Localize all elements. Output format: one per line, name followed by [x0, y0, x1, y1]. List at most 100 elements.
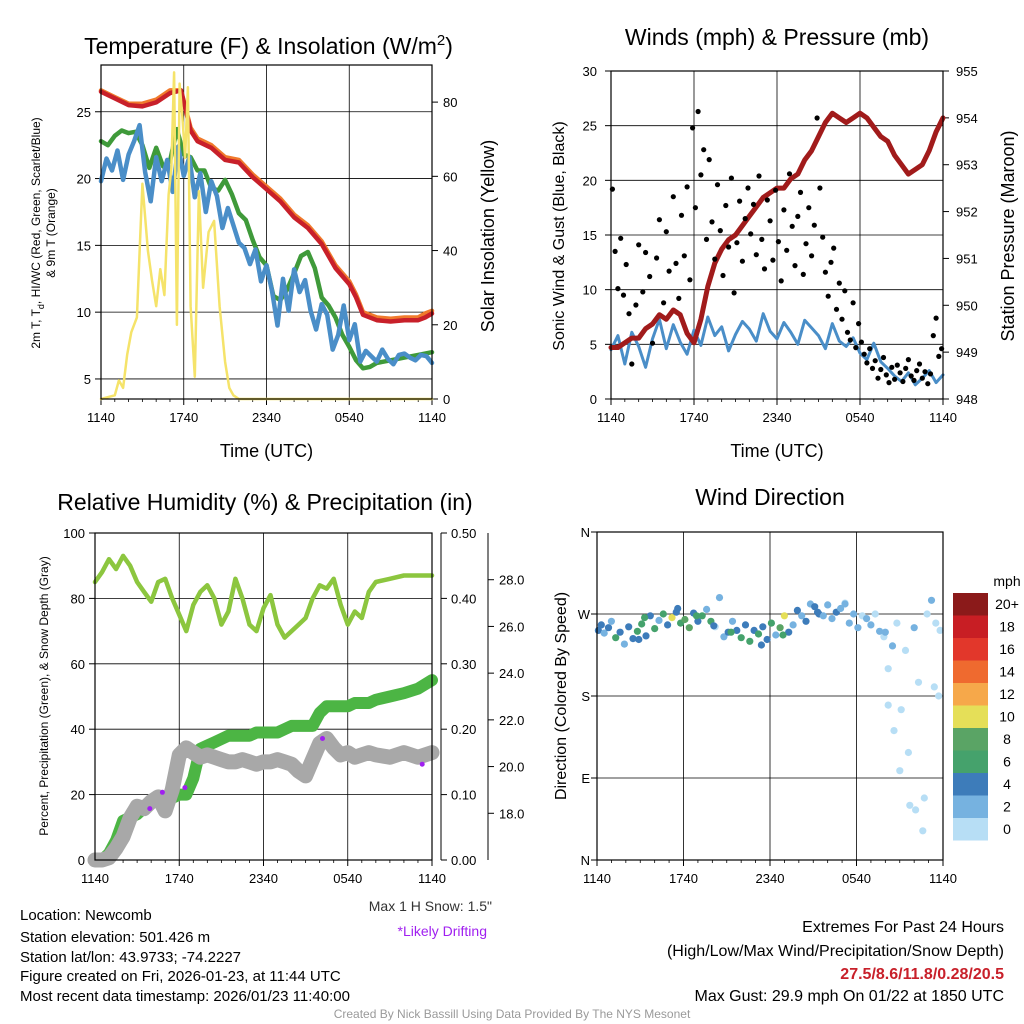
colorbar-label: 12 [999, 686, 1015, 702]
direction-point [694, 617, 702, 625]
direction-point [904, 748, 913, 757]
rh-y-tick-label: 20 [71, 788, 85, 803]
gust-point [844, 329, 851, 335]
snow-y-tick-label: 20.0 [499, 760, 524, 775]
gust-point [927, 371, 934, 377]
gust-point [872, 358, 878, 364]
direction-point [655, 616, 663, 625]
gust-point [739, 258, 746, 264]
direction-point [927, 596, 936, 604]
insolation-y-tick-label: 40 [443, 244, 457, 259]
direction-point [728, 617, 737, 625]
gust-point [629, 361, 635, 367]
direction-y-axis-label: Direction (Colored By Speed) [553, 592, 570, 800]
gust-point [903, 365, 909, 371]
gust-point [649, 340, 656, 346]
temp-x-tick-label: 2340 [252, 410, 281, 425]
gust-point [831, 245, 837, 251]
gust-point [692, 205, 699, 211]
snow-y-tick-label: 26.0 [499, 619, 524, 634]
precip-y-tick-label: 0.40 [451, 591, 476, 606]
colorbar-label: 16 [999, 641, 1015, 657]
colorbar-swatch [953, 750, 988, 773]
colorbar-label: 2 [1003, 799, 1011, 815]
direction-point [798, 612, 806, 620]
gust-point [919, 375, 925, 381]
gust-point [661, 300, 667, 306]
pressure-y-tick-label: 950 [956, 298, 978, 313]
direction-point [741, 621, 750, 629]
gust-point [640, 289, 646, 295]
wind-x-axis-label: Time (UTC) [730, 441, 823, 461]
gust-point [811, 222, 817, 228]
colorbar-label: 4 [1003, 776, 1011, 792]
direction-plot-frame [596, 531, 944, 861]
wind-x-tick-label: 1740 [680, 410, 709, 425]
rh-chart-title: Relative Humidity (%) & Precipitation (i… [57, 489, 472, 515]
wind-x-tick-label: 1140 [929, 410, 957, 425]
direction-y-tick-label: N [581, 853, 590, 868]
gust-point [908, 373, 914, 379]
direction-point [633, 627, 642, 635]
direction-point [692, 612, 701, 620]
series-dewpoint [98, 126, 435, 371]
rh-y-tick-label: 100 [63, 526, 85, 541]
direction-point [733, 626, 741, 635]
gust-point [709, 219, 715, 225]
temp-x-axis-label: Time (UTC) [220, 441, 313, 461]
direction-point [914, 678, 923, 686]
wind-plot-frame [610, 70, 944, 400]
drift-point [182, 785, 188, 791]
pressure-y-tick-label: 948 [956, 392, 978, 407]
gust-point [886, 380, 892, 386]
wind-x-tick-label: 2340 [763, 410, 792, 425]
direction-point [923, 610, 931, 618]
wind-y-tick-label: 10 [583, 283, 597, 298]
direction-point [620, 640, 629, 648]
drift-point [159, 789, 165, 795]
wind-y-tick-label: 15 [583, 228, 597, 243]
direction-point [772, 631, 780, 639]
temp-y-tick-label: 15 [77, 238, 91, 253]
series-hi-wc [98, 122, 435, 367]
rh-x-tick-label: 1140 [418, 871, 446, 886]
direction-point [641, 614, 649, 622]
gust-point [836, 280, 842, 286]
gust-point [663, 229, 669, 235]
gust-point [703, 236, 710, 242]
extremes-title: Extremes For Past 24 Hours [802, 919, 1004, 936]
direction-point [600, 629, 608, 637]
direction-point [897, 706, 905, 714]
pressure-y-tick-label: 949 [956, 345, 978, 360]
direction-point [607, 617, 616, 625]
direction-point [793, 606, 802, 615]
direction-y-tick-label: S [581, 689, 590, 704]
gust-point [842, 288, 848, 294]
elevation-text: Station elevation: 501.426 m [20, 929, 211, 946]
direction-point [727, 628, 735, 636]
gust-point [803, 241, 809, 247]
gust-point [656, 217, 663, 223]
gust-point [875, 375, 881, 381]
gust-point [800, 271, 806, 277]
gust-point [643, 249, 649, 256]
gust-point [726, 244, 732, 250]
drift-points [147, 736, 425, 812]
direction-point [685, 624, 693, 632]
gust-point [786, 171, 793, 177]
drift-point [147, 806, 153, 812]
wind-y-axis-label: Sonic Wind & Gust (Blue, Black) [551, 121, 568, 350]
colorbar-swatch [953, 795, 988, 818]
gust-point [750, 201, 757, 207]
extremes-subtitle: (High/Low/Max Wind/Precipitation/Snow De… [666, 943, 1004, 960]
wind-y-tick-label: 25 [583, 119, 597, 134]
direction-point [737, 634, 745, 642]
gust-point [753, 252, 759, 258]
direction-point [612, 634, 620, 642]
gust-point [914, 368, 920, 374]
gust-point [764, 197, 770, 203]
colorbar-swatch [953, 818, 988, 841]
direction-point [901, 646, 910, 655]
gust-point [856, 321, 862, 327]
gust-point [825, 293, 831, 299]
